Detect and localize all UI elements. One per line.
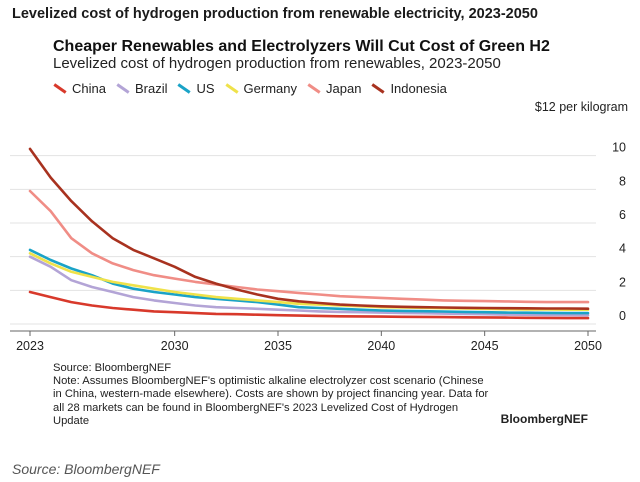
x-tick-label: 2030: [161, 339, 189, 353]
chart-notes: Source: BloombergNEF Note: Assumes Bloom…: [53, 362, 493, 428]
legend-item-japan: Japan: [307, 81, 361, 96]
notes-source: Source: BloombergNEF: [53, 362, 172, 374]
y-tick-label: 4: [619, 242, 626, 256]
chart-legend: China Brazil US Germany Japan Indonesia: [53, 79, 457, 97]
x-tick-label: 2040: [367, 339, 395, 353]
y-tick-label: 8: [619, 174, 626, 188]
y-tick-label: 0: [619, 309, 626, 323]
x-tick-label: 2023: [16, 339, 44, 353]
y-tick-label: 10: [612, 141, 626, 155]
footer-source: Source: BloombergNEF: [12, 461, 160, 477]
line-chart: 0 2 4 6 8 10 2023 2030 2035 2040 2045 2050: [10, 141, 626, 353]
legend-label: Indonesia: [390, 80, 447, 96]
series-line-indonesia: [28, 147, 590, 310]
notes-text: Note: Assumes BloombergNEF's optimistic …: [53, 375, 489, 427]
x-tick-label: 2035: [264, 339, 292, 353]
legend-item-brazil: Brazil: [116, 80, 168, 96]
legend-label: Japan: [326, 80, 362, 96]
legend-item-china: China: [53, 81, 106, 96]
legend-item-us: US: [177, 80, 215, 96]
brand-label: BloombergNEF: [500, 412, 588, 426]
y-unit-label: $12 per kilogram: [534, 100, 628, 114]
y-tick-label: 2: [619, 275, 626, 289]
series-line-japan: [28, 189, 590, 304]
chart-title: Cheaper Renewables and Electrolyzers Wil…: [53, 38, 550, 55]
legend-label: Germany: [243, 80, 298, 96]
x-tick-label: 2045: [471, 339, 499, 353]
x-tick-label: 2050: [574, 339, 602, 353]
legend-item-germany: Germany: [224, 80, 298, 96]
legend-item-indonesia: Indonesia: [371, 80, 447, 96]
chart-card: Cheaper Renewables and Electrolyzers Wil…: [0, 28, 640, 442]
chart-subtitle: Levelized cost of hydrogen production fr…: [53, 55, 501, 72]
legend-label: China: [72, 80, 106, 96]
series-line-china: [28, 290, 590, 320]
series-line-us: [28, 248, 590, 315]
series-line-brazil: [28, 255, 590, 317]
page-heading: Levelized cost of hydrogen production fr…: [12, 6, 538, 22]
legend-label: Brazil: [134, 80, 168, 96]
y-tick-label: 6: [619, 208, 626, 222]
legend-label: US: [196, 80, 215, 96]
